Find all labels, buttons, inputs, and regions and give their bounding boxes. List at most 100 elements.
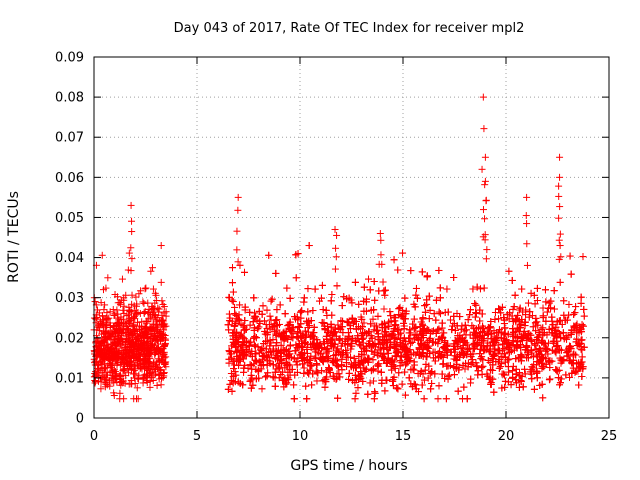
data-point <box>395 369 403 377</box>
data-point <box>369 366 377 374</box>
data-point <box>524 299 532 307</box>
data-point <box>476 285 484 293</box>
data-point <box>231 368 239 376</box>
data-point <box>322 306 330 314</box>
data-point <box>120 395 128 403</box>
data-point <box>410 315 418 323</box>
data-point <box>146 377 154 385</box>
data-point <box>91 298 99 306</box>
data-point <box>152 335 160 343</box>
data-point <box>435 266 443 274</box>
data-point <box>495 346 503 354</box>
data-point <box>412 323 420 331</box>
data-point <box>418 268 426 276</box>
data-point <box>266 312 274 320</box>
data-point <box>281 347 289 355</box>
data-point <box>448 326 456 334</box>
data-point <box>313 361 321 369</box>
data-point <box>370 377 378 385</box>
data-point <box>309 307 317 315</box>
data-point <box>139 298 147 306</box>
data-point <box>515 383 523 391</box>
data-point <box>263 372 271 380</box>
data-point <box>474 367 482 375</box>
data-point <box>552 366 560 374</box>
data-point <box>473 362 481 370</box>
data-point <box>224 321 232 329</box>
data-point <box>272 269 280 277</box>
data-point <box>477 355 485 363</box>
data-point <box>442 395 450 403</box>
data-point <box>478 370 486 378</box>
data-point <box>262 321 270 329</box>
data-point <box>273 306 281 314</box>
data-point <box>228 279 236 287</box>
data-point <box>533 374 541 382</box>
data-point <box>302 382 310 390</box>
data-point <box>292 274 300 282</box>
data-point <box>394 266 402 274</box>
data-point <box>308 381 316 389</box>
data-point <box>159 373 167 381</box>
data-point <box>545 299 553 307</box>
data-point <box>539 394 547 402</box>
data-point <box>283 284 291 292</box>
data-point <box>434 326 442 334</box>
data-point <box>577 293 585 301</box>
data-point <box>546 375 554 383</box>
data-point <box>133 384 141 392</box>
data-point <box>290 381 298 389</box>
data-point <box>157 242 165 250</box>
data-point <box>478 364 486 372</box>
data-point <box>550 305 558 313</box>
data-point <box>405 374 413 382</box>
data-point <box>546 364 554 372</box>
data-point <box>318 281 326 289</box>
data-point <box>379 278 387 286</box>
data-point <box>438 324 446 332</box>
data-point <box>556 278 564 286</box>
data-point <box>263 306 271 314</box>
data-point <box>472 301 480 309</box>
data-point <box>142 284 150 292</box>
data-point <box>351 395 359 403</box>
data-point <box>259 302 267 310</box>
data-point <box>518 285 526 293</box>
data-point <box>149 285 157 293</box>
data-point <box>394 385 402 393</box>
data-point <box>323 312 331 320</box>
data-point <box>137 287 145 295</box>
chart-title: Day 043 of 2017, Rate Of TEC Index for r… <box>174 21 525 36</box>
data-point <box>545 376 553 384</box>
data-point <box>565 300 573 308</box>
data-point <box>355 300 363 308</box>
data-point <box>110 389 118 397</box>
data-point <box>580 305 588 313</box>
data-point <box>135 290 143 298</box>
data-point <box>473 283 481 291</box>
data-point <box>93 335 101 343</box>
data-point <box>147 267 155 275</box>
data-point <box>501 329 509 337</box>
data-point <box>159 300 167 308</box>
data-point <box>146 383 154 391</box>
data-point <box>524 354 532 362</box>
data-point <box>533 318 541 326</box>
data-point <box>436 284 444 292</box>
data-point <box>118 275 126 283</box>
data-point <box>479 356 487 364</box>
data-point <box>251 333 259 341</box>
data-point <box>413 294 421 302</box>
data-point <box>480 284 488 292</box>
data-point <box>399 249 407 257</box>
data-point <box>255 323 263 331</box>
data-point <box>147 315 155 323</box>
data-point <box>157 278 165 286</box>
data-point <box>432 316 440 324</box>
data-point <box>450 273 458 281</box>
data-point <box>420 395 428 403</box>
data-point <box>543 308 551 316</box>
data-point <box>97 385 105 393</box>
data-point <box>133 310 141 318</box>
data-point <box>327 297 335 305</box>
